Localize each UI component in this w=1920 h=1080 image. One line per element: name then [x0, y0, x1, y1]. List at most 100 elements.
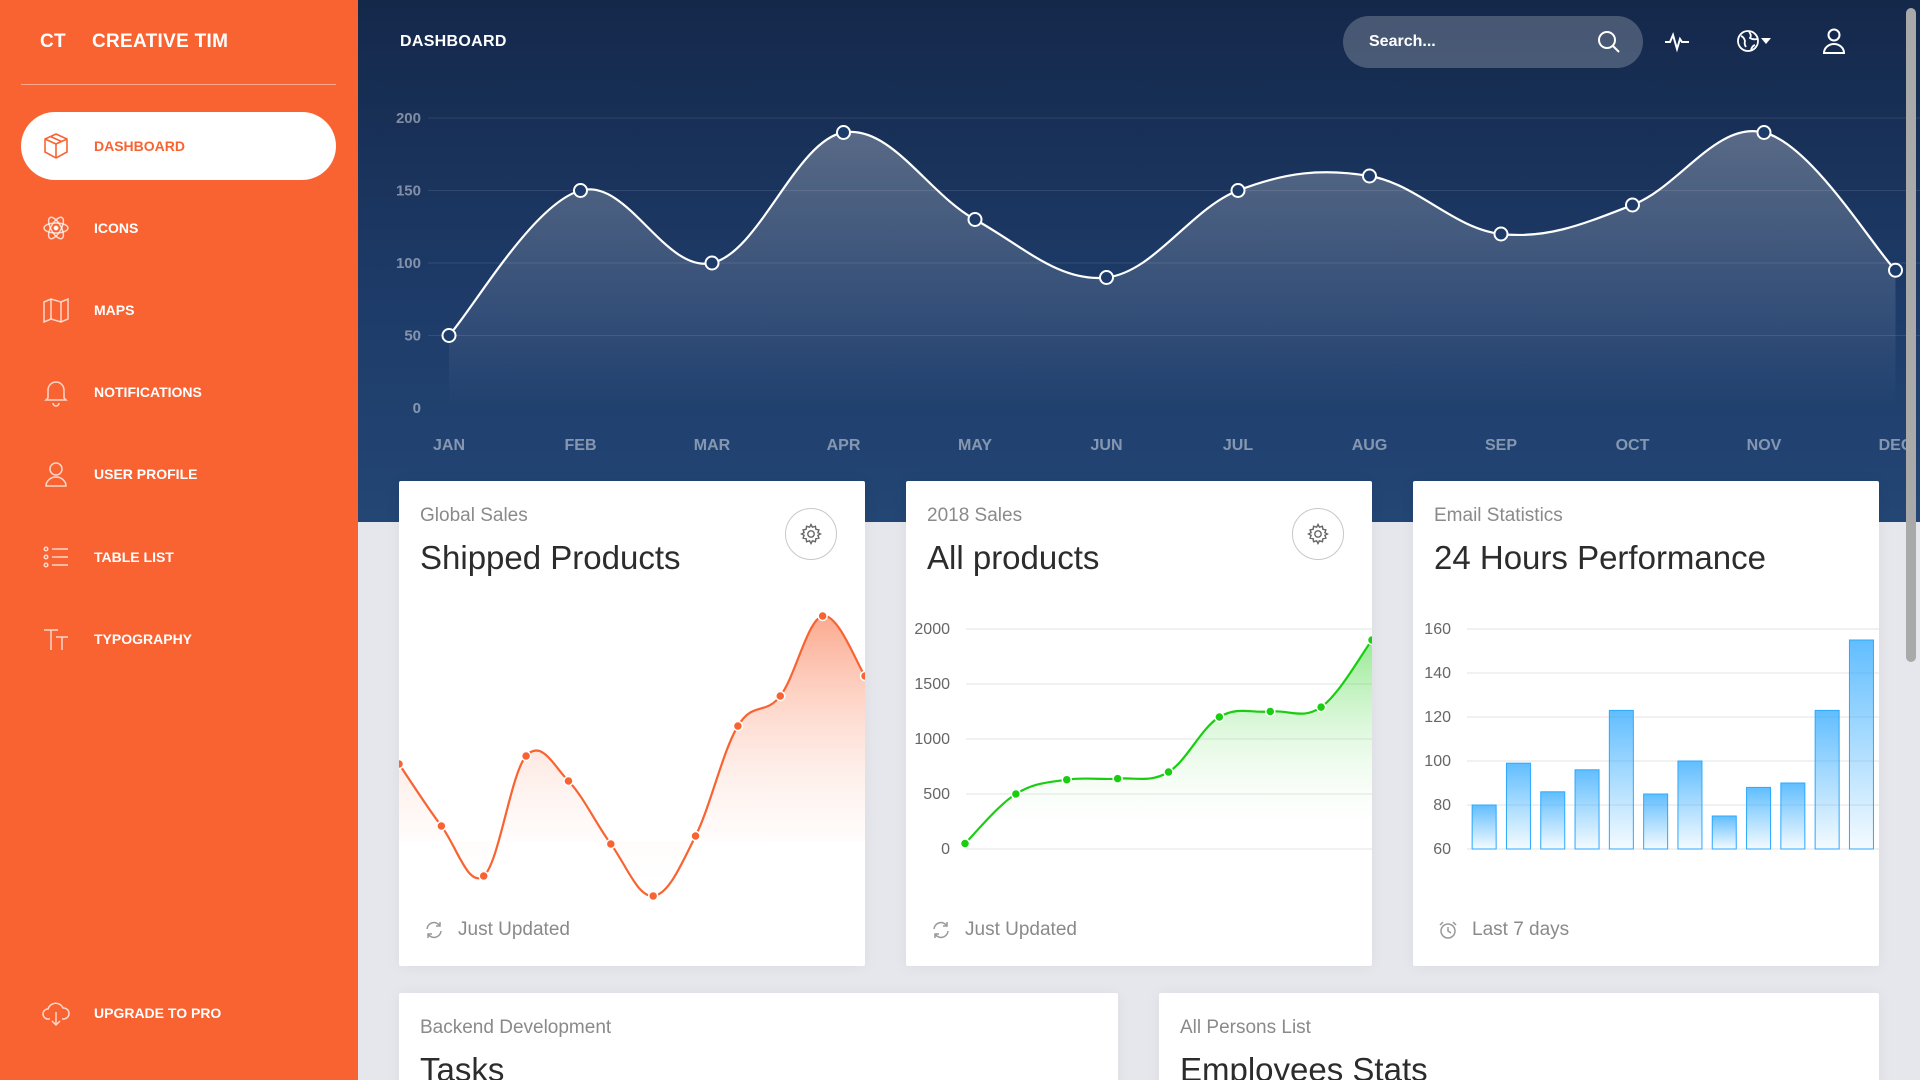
sidebar-item-label: MAPS [94, 302, 135, 318]
card-email-statistics: 60 80 100 120 140 160 Email Statistics 24 Hou… [1413, 481, 1879, 966]
data-point [1163, 766, 1174, 778]
y-tick-label: 1000 [914, 731, 950, 748]
page-title[interactable]: DASHBOARD [400, 33, 507, 50]
sidebar: CT CREATIVE TIM DASHBOARD ICONS MAPS [0, 0, 358, 1080]
sidebar-item-upgrade[interactable]: UPGRADE TO PRO [21, 979, 336, 1047]
sidebar-item-icons[interactable]: ICONS [21, 194, 336, 262]
data-point [1112, 773, 1123, 784]
data-point [1010, 788, 1022, 800]
settings-button[interactable] [1292, 508, 1344, 560]
x-tick-label: JAN [433, 437, 465, 454]
bar [1814, 709, 1840, 850]
user-icon[interactable] [1817, 24, 1851, 58]
bar [1711, 815, 1737, 850]
refresh-icon [933, 921, 949, 939]
gear-icon [800, 523, 822, 545]
data-point [647, 890, 659, 902]
x-tick-label: OCT [1616, 437, 1650, 454]
series-area [449, 131, 1896, 408]
sidebar-item-table-list[interactable]: TABLE LIST [21, 523, 336, 591]
bell-icon [39, 375, 73, 409]
data-point [1315, 701, 1327, 713]
list-icon [39, 540, 73, 574]
settings-button[interactable] [785, 508, 837, 560]
main-panel: 0 50 100 150 200 JAN FEB MAR APR MAY JUN JUL AUG SEP O… [358, 0, 1920, 1080]
data-point [1493, 226, 1509, 242]
data-point [1366, 634, 1372, 646]
card-title: All products [927, 539, 1100, 576]
brand-logo[interactable]: CT CREATIVE TIM [40, 30, 228, 54]
search-input[interactable] [1369, 33, 1589, 51]
y-tick-label: 150 [396, 183, 421, 200]
data-point [704, 255, 720, 271]
card-title: Tasks [420, 1051, 505, 1080]
bar [1505, 762, 1531, 850]
card-backend-development: Backend Development Tasks [399, 993, 1118, 1080]
activity-icon[interactable] [1660, 24, 1694, 58]
x-tick-label: MAR [694, 437, 731, 454]
card-title: 24 Hours Performance [1434, 539, 1766, 576]
y-tick-label: 0 [413, 400, 421, 417]
data-point [399, 758, 405, 770]
data-point [1099, 270, 1114, 285]
scrollbar-thumb[interactable] [1906, 8, 1916, 662]
card-all-persons-list: All Persons List Employees Stats [1159, 993, 1879, 1080]
text-icon [39, 622, 73, 656]
data-point [1230, 183, 1246, 198]
sidebar-item-dashboard[interactable]: DASHBOARD [21, 112, 336, 180]
data-point [478, 870, 489, 882]
globe-icon[interactable] [1731, 24, 1765, 58]
sidebar-item-notifications[interactable]: NOTIFICATIONS [21, 358, 336, 426]
data-point [1756, 125, 1772, 140]
card-footer: Just Updated [424, 919, 570, 941]
y-tick-label: 140 [1424, 665, 1451, 682]
search-icon[interactable] [1597, 30, 1621, 59]
card-category: 2018 Sales [927, 505, 1023, 526]
data-point [441, 328, 457, 343]
y-tick-label: 0 [941, 841, 950, 858]
y-tick-label: 2000 [914, 621, 950, 638]
data-point [1888, 262, 1903, 278]
bar [1746, 786, 1772, 850]
card-category: All Persons List [1180, 1017, 1311, 1038]
y-tick-label: 500 [923, 786, 950, 803]
x-tick-label: SEP [1485, 437, 1517, 454]
brand-mini[interactable]: CT [40, 31, 66, 52]
sidebar-item-typography[interactable]: TYPOGRAPHY [21, 605, 336, 673]
all-products-chart: 0 500 1000 1500 2000 [914, 621, 1372, 858]
card-global-sales: Global Sales Shipped Products Just Updat… [399, 481, 865, 966]
brand-name[interactable]: CREATIVE TIM [92, 31, 229, 52]
data-point [817, 610, 828, 622]
sidebar-divider [21, 84, 336, 85]
sidebar-item-user-profile[interactable]: USER PROFILE [21, 440, 336, 508]
sidebar-item-label: ICONS [94, 220, 139, 236]
caret-down-icon[interactable] [1756, 24, 1776, 58]
map-icon [39, 293, 73, 327]
sidebar-item-label: TABLE LIST [94, 549, 174, 565]
x-tick-label: JUL [1223, 437, 1253, 454]
sidebar-item-label: UPGRADE TO PRO [94, 1005, 222, 1021]
bar [1643, 793, 1669, 850]
card-title: Employees Stats [1180, 1051, 1428, 1080]
series-area [965, 640, 1372, 844]
shipped-products-chart [399, 610, 865, 902]
data-point [836, 125, 851, 140]
bar [1848, 639, 1874, 850]
page-scrollbar[interactable] [1902, 0, 1920, 1080]
refresh-icon [426, 921, 442, 939]
big-line-chart: 0 50 100 150 200 JAN FEB MAR APR MAY JUN JUL AUG SEP O… [396, 110, 1920, 454]
bar [1540, 791, 1566, 850]
cloud-download-icon [39, 996, 73, 1030]
data-point [520, 750, 532, 762]
box-icon [39, 129, 73, 163]
sidebar-item-maps[interactable]: MAPS [21, 276, 336, 344]
bar [1574, 769, 1600, 850]
card-footer: Just Updated [931, 919, 1077, 941]
footer-stats: Last 7 days [1472, 919, 1570, 940]
search-box [1343, 16, 1643, 68]
x-tick-label: FEB [565, 437, 597, 454]
x-tick-label: JUN [1090, 437, 1122, 454]
data-point [1362, 168, 1377, 184]
data-point [775, 690, 786, 702]
data-point [859, 670, 865, 682]
